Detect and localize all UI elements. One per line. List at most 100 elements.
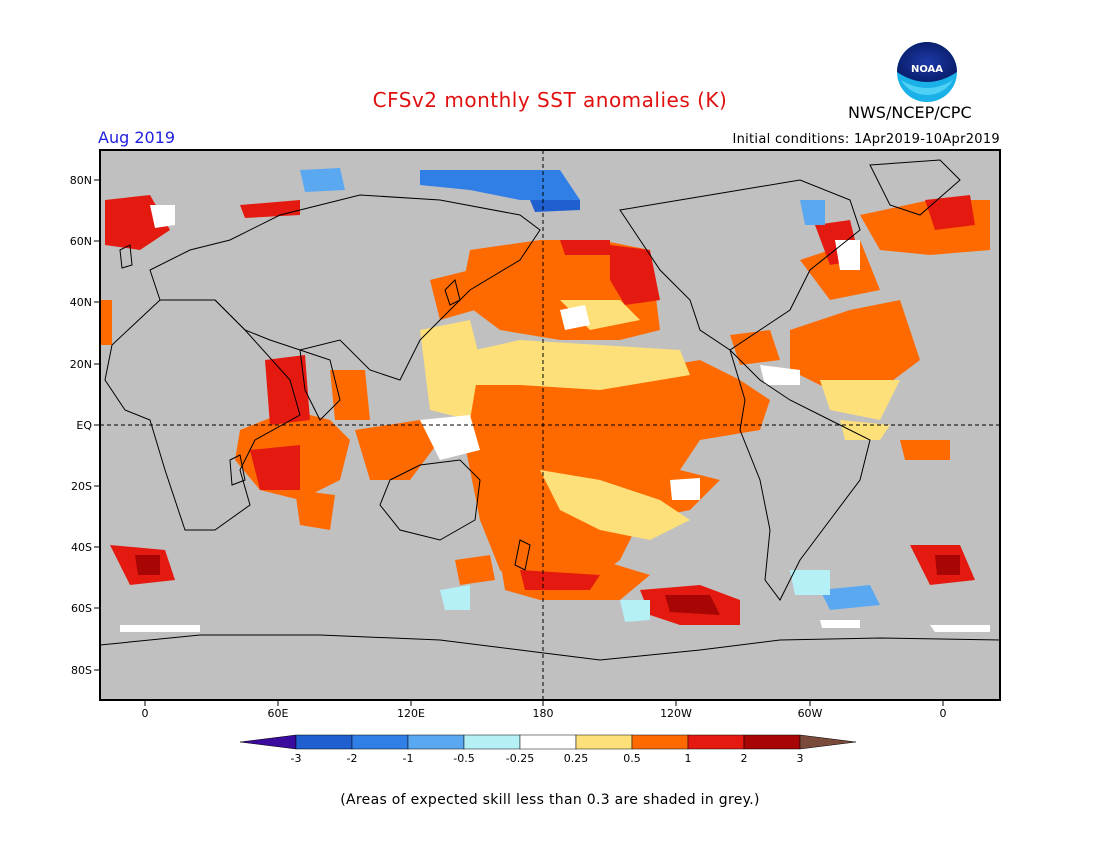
colorbar-label: -0.5 xyxy=(453,752,474,765)
colorbar-swatch xyxy=(743,734,801,750)
colorbar-label: -2 xyxy=(347,752,358,765)
colorbar-swatch xyxy=(351,734,409,750)
lat-label-80n: 80N xyxy=(70,174,92,187)
indian-ocean-red xyxy=(250,445,300,490)
colorbar-label: -3 xyxy=(291,752,302,765)
japan-outline xyxy=(444,279,461,306)
valid-month: Aug 2019 xyxy=(98,128,176,147)
south-atlantic-orange xyxy=(900,440,950,460)
hudson-blue xyxy=(800,200,825,225)
colorbar-label: -0.25 xyxy=(506,752,534,765)
maritime-orange xyxy=(355,420,440,480)
lat-label-60s: 60S xyxy=(71,602,92,615)
agency-label: NWS/NCEP/CPC xyxy=(848,103,972,122)
lat-label-eq: EQ xyxy=(76,419,92,432)
colorbar-label: 3 xyxy=(797,752,804,765)
gulf-of-alaska-red xyxy=(610,245,660,305)
colorbar-swatch xyxy=(631,734,689,750)
lon-axis: 0 60E 120E 180 120W 60W 0 xyxy=(142,700,947,720)
south-indian-darkred xyxy=(135,555,160,575)
colorbar-swatch xyxy=(463,734,521,750)
south-atlantic-darkred xyxy=(935,555,960,575)
colorbar: -3 -2 -1 -0.5 -0.25 0.25 0.5 1 2 3 xyxy=(239,734,857,765)
colorbar-label: -1 xyxy=(403,752,414,765)
colorbar-swatch xyxy=(295,734,353,750)
pacific-yellow-south xyxy=(540,470,690,540)
uk-outline xyxy=(119,244,133,269)
lon-label-60e: 60E xyxy=(268,707,289,720)
arctic-lightblue xyxy=(300,168,345,192)
lon-label-120w: 120W xyxy=(660,707,692,720)
map-title: CFSv2 monthly SST anomalies (K) xyxy=(372,88,728,112)
greenland-sea-red xyxy=(925,195,975,230)
antarctica-outline xyxy=(99,634,1001,661)
west-pacific-yellow xyxy=(420,320,480,420)
lat-axis: 80N 60N 40N 20N EQ 20S 40S 60S 80S xyxy=(70,174,100,677)
colorbar-swatch-min xyxy=(239,734,297,750)
southern-white-1 xyxy=(120,625,200,632)
south-america-outline xyxy=(729,349,871,601)
pacific-warm-orange xyxy=(460,360,770,600)
india-outline xyxy=(299,349,341,421)
south-pacific-darkred xyxy=(665,595,720,615)
lat-label-20s: 20S xyxy=(71,480,92,493)
colorbar-label: 1 xyxy=(685,752,692,765)
lon-label-120e: 120E xyxy=(397,707,425,720)
west-pacific-white xyxy=(420,415,480,460)
anomaly-patches xyxy=(100,168,990,632)
lon-label-0-east: 0 xyxy=(940,707,947,720)
bering-red xyxy=(560,240,610,255)
lat-label-20n: 20N xyxy=(70,358,92,371)
colorbar-swatch xyxy=(407,734,465,750)
south-atlantic-lightblue xyxy=(790,570,830,595)
arctic-blue xyxy=(420,170,580,200)
nw-atlantic-white xyxy=(835,240,860,270)
colorbar-swatch-max xyxy=(799,734,857,750)
madagascar-outline xyxy=(229,454,246,486)
arabian-sea-red xyxy=(265,355,310,425)
noaa-logo: NOAA xyxy=(897,42,957,102)
indian-south-orange xyxy=(295,490,335,530)
south-atlantic-blue xyxy=(820,585,880,610)
skill-note: (Areas of expected skill less than 0.3 a… xyxy=(340,792,760,808)
colorbar-swatches xyxy=(239,734,857,750)
south-pacific-lightblue-2 xyxy=(620,600,650,622)
colorbar-label: 2 xyxy=(741,752,748,765)
bay-of-bengal-orange xyxy=(330,370,370,420)
kuroshio-orange xyxy=(430,270,475,320)
colorbar-labels: -3 -2 -1 -0.5 -0.25 0.25 0.5 1 2 3 xyxy=(291,752,804,765)
initial-conditions: Initial conditions: 1Apr2019-10Apr2019 xyxy=(732,132,1000,147)
gulf-mexico-orange xyxy=(730,330,780,365)
new-zealand-outline xyxy=(514,539,531,571)
lon-label-0-west: 0 xyxy=(142,707,149,720)
eurasia-outline xyxy=(149,194,541,381)
australia-outline xyxy=(379,459,481,541)
north-america-outline xyxy=(619,179,861,351)
colorbar-swatch xyxy=(519,734,577,750)
noaa-logo-text: NOAA xyxy=(911,64,943,75)
west-norway-white xyxy=(150,205,175,228)
north-atlantic-yellow xyxy=(820,380,900,420)
southern-white-2 xyxy=(930,625,990,632)
caribbean-white xyxy=(760,365,800,385)
colorbar-label: 0.5 xyxy=(623,752,641,765)
south-pacific-red-2 xyxy=(520,570,600,590)
lat-label-40s: 40S xyxy=(71,541,92,554)
lon-label-180: 180 xyxy=(533,707,554,720)
lon-label-60w: 60W xyxy=(798,707,823,720)
north-atlantic-orange xyxy=(790,300,920,390)
southern-white-3 xyxy=(820,620,860,628)
tasman-orange xyxy=(455,555,495,585)
coastlines xyxy=(99,159,1001,661)
sst-anomaly-map: 80N 60N 40N 20N EQ 20S 40S 60S 80S 0 60E… xyxy=(70,149,1001,720)
lat-label-40n: 40N xyxy=(70,296,92,309)
colorbar-swatch xyxy=(687,734,745,750)
lat-label-60n: 60N xyxy=(70,235,92,248)
greenland-outline xyxy=(869,159,961,216)
east-atlantic-orange xyxy=(100,300,112,345)
colorbar-swatch xyxy=(575,734,633,750)
tasman-lightblue xyxy=(440,585,470,610)
pacific-yellow-band xyxy=(430,340,690,390)
lat-label-80s: 80S xyxy=(71,664,92,677)
pacific-white-spots xyxy=(560,305,700,500)
